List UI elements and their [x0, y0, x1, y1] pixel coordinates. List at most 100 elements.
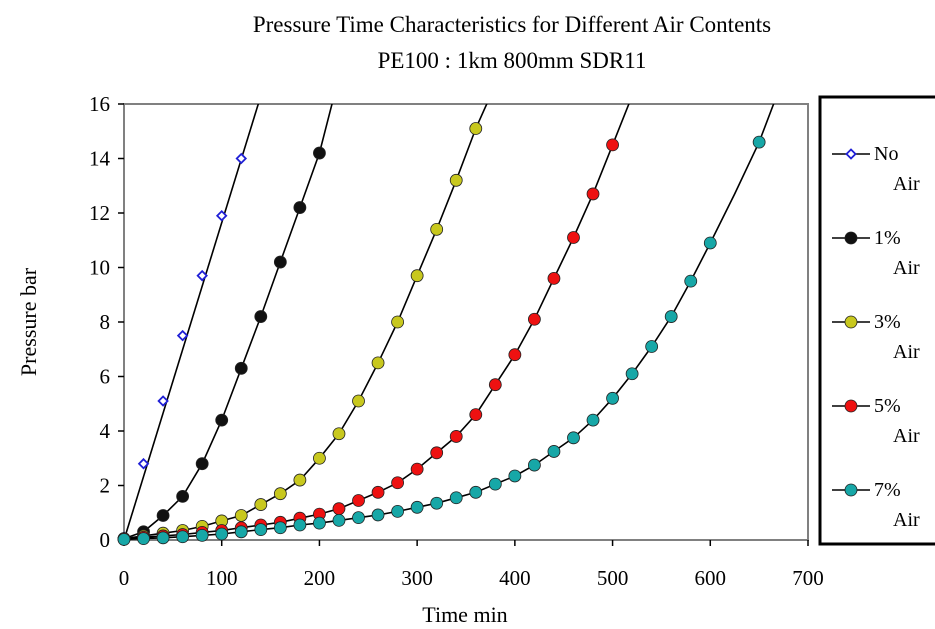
data-point-series-4	[508, 469, 522, 483]
data-point-series-4	[137, 532, 150, 546]
legend-label-4-line2: Air	[893, 509, 920, 531]
data-point-series-4	[156, 531, 170, 545]
data-point-series-3	[371, 485, 385, 499]
data-point-series-2	[352, 394, 365, 408]
legend-label-0-line2: Air	[893, 173, 920, 195]
data-point-series-3	[606, 138, 619, 152]
data-point-series-0	[137, 457, 150, 470]
data-point-series-3	[508, 348, 522, 362]
data-point-series-2	[313, 451, 326, 465]
legend-marker-0	[845, 148, 857, 160]
data-point-series-2	[410, 269, 424, 283]
legend-box	[818, 95, 935, 546]
data-point-series-4	[449, 491, 463, 505]
data-point-series-4	[567, 431, 580, 445]
data-point-series-2	[391, 315, 405, 329]
data-point-series-4	[117, 533, 131, 546]
data-point-series-1	[156, 509, 170, 522]
data-point-series-4	[430, 496, 444, 510]
x-axis: 0 100 200 300 400 500 600 700	[119, 540, 824, 590]
data-point-series-4	[313, 516, 326, 530]
legend-label-4: 7%	[874, 479, 901, 501]
data-point-series-1	[234, 361, 248, 375]
legend-label-1: 1%	[874, 227, 901, 249]
data-point-series-0	[157, 395, 169, 407]
data-point-series-4	[254, 523, 268, 537]
data-point-series-3	[469, 408, 483, 422]
data-point-series-1	[313, 146, 326, 160]
x-tick-label: 600	[695, 566, 727, 590]
x-tick-label: 200	[304, 566, 336, 590]
chart-subtitle: PE100 : 1km 800mm SDR11	[378, 48, 647, 73]
data-point-series-3	[586, 187, 600, 201]
data-point-series-3	[430, 446, 444, 460]
y-tick-label: 12	[89, 201, 110, 225]
legend-label-2: 3%	[874, 311, 901, 333]
data-point-series-3	[567, 231, 580, 244]
legend: No Air 1% Air 3% Air 5% Air 7% Air	[832, 143, 920, 531]
y-axis: 0 2 4 6 8 10 12 14 16	[89, 92, 124, 552]
data-point-series-4	[195, 528, 209, 542]
data-point-series-1	[273, 255, 287, 269]
data-point-series-4	[547, 445, 561, 458]
data-point-series-4	[606, 391, 619, 405]
data-point-series-3	[547, 271, 561, 285]
data-point-series-3	[488, 378, 502, 392]
y-tick-label: 6	[100, 365, 111, 389]
data-point-series-4	[273, 521, 287, 535]
data-point-series-4	[625, 367, 639, 381]
data-point-series-2	[371, 356, 385, 370]
legend-label-3: 5%	[874, 395, 901, 417]
data-point-series-4	[410, 500, 424, 514]
data-point-series-3	[449, 430, 463, 443]
plot-area	[123, 103, 809, 541]
x-tick-label: 300	[401, 566, 433, 590]
data-point-series-4	[391, 504, 405, 518]
y-tick-label: 4	[100, 419, 111, 443]
data-point-series-3	[528, 312, 541, 326]
data-point-series-3	[352, 494, 365, 507]
data-point-series-0	[196, 269, 208, 282]
data-point-series-1	[176, 489, 190, 503]
data-point-series-4	[684, 274, 698, 288]
data-point-series-2	[273, 487, 287, 501]
x-tick-label: 0	[119, 566, 130, 590]
data-point-series-4	[176, 530, 190, 544]
data-point-series-1	[215, 413, 229, 427]
x-tick-label: 700	[792, 566, 824, 590]
series-line-4	[124, 104, 775, 540]
data-point-series-4	[645, 340, 659, 353]
y-tick-label: 10	[89, 256, 110, 280]
data-point-series-4	[528, 458, 541, 472]
data-point-series-2	[430, 222, 444, 236]
y-axis-label: Pressure bar	[16, 267, 41, 376]
data-point-series-4	[488, 477, 502, 491]
series-markers	[117, 122, 766, 546]
data-point-series-2	[254, 498, 268, 511]
data-point-series-4	[703, 236, 717, 250]
data-point-series-2	[469, 122, 483, 135]
data-point-series-4	[752, 135, 766, 149]
legend-label-0: No	[874, 143, 898, 165]
y-tick-label: 2	[100, 474, 111, 498]
data-point-series-1	[254, 310, 268, 323]
legend-label-3-line2: Air	[893, 425, 920, 447]
data-point-series-2	[449, 173, 463, 187]
data-point-series-0	[235, 152, 248, 165]
data-point-series-4	[371, 508, 385, 522]
data-point-series-4	[352, 511, 365, 525]
data-point-series-4	[332, 513, 346, 527]
legend-marker-2	[844, 315, 858, 329]
y-tick-label: 16	[89, 92, 110, 116]
legend-marker-3	[844, 399, 858, 413]
data-point-series-4	[234, 525, 248, 539]
y-tick-label: 0	[100, 528, 111, 552]
data-point-series-4	[469, 485, 483, 499]
x-axis-label: Time min	[422, 602, 507, 627]
x-tick-label: 500	[597, 566, 629, 590]
data-point-series-1	[293, 201, 307, 214]
legend-label-2-line2: Air	[893, 341, 920, 363]
legend-marker-1	[844, 231, 858, 245]
data-point-series-4	[664, 310, 678, 323]
